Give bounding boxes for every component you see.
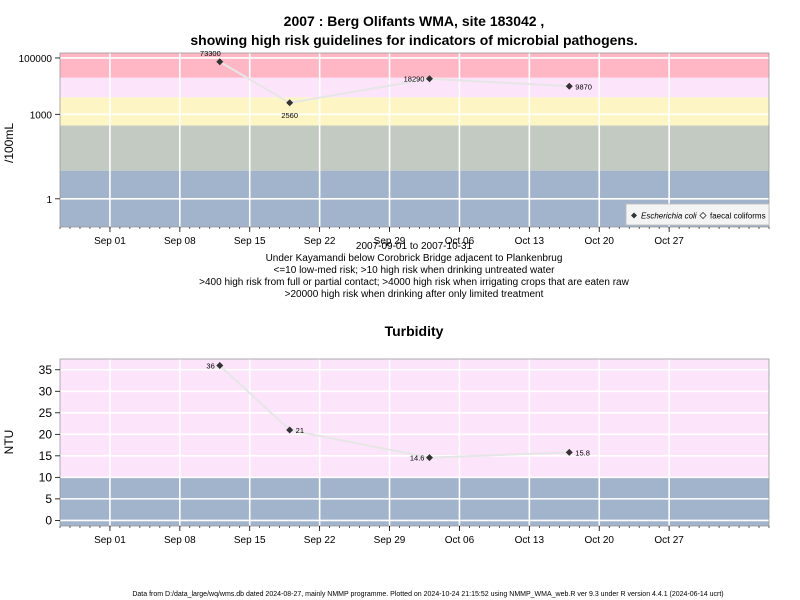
- risk-band-3: [60, 77, 769, 98]
- risk-band-0: [60, 477, 769, 526]
- x-tick-label-4: Sep 29: [374, 535, 406, 546]
- chart-annotations: 2007-09-01 to 2007-10-31 Under Kayamandi…: [199, 241, 629, 300]
- y-tick-label-1: 1000: [30, 110, 53, 121]
- series-line-0: [219, 60, 570, 104]
- x-tick-label-4: Sep 29: [374, 236, 406, 247]
- x-tick-label-2: Sep 15: [234, 535, 266, 546]
- x-tick-label-1: Sep 08: [164, 535, 196, 546]
- y-tick-label-2: 10: [39, 470, 53, 484]
- turbidity-plot-area: 0 5 10 15 20 25 30 35 Sep 01 Sep 08 Sep 15 Sep 22 Se…: [39, 358, 770, 546]
- chart-title-line-2: showing high risk guidelines for indicat…: [190, 32, 637, 48]
- footer-source-note: Data from D:/data_large/wq/wms.db dated …: [132, 591, 723, 598]
- data-label-1: 21: [296, 426, 304, 435]
- annotation-risk-contact: >400 high risk from full or partial cont…: [199, 277, 629, 288]
- plot-frame: [59, 52, 770, 228]
- y-tick-label-1: 5: [45, 492, 52, 506]
- y-tick-label-2: 100000: [19, 54, 53, 65]
- legend-label-faecal-coliforms: faecal coliforms: [710, 212, 766, 221]
- data-point-2: [425, 454, 433, 462]
- legend-marker-faecal-coliforms: [699, 211, 707, 220]
- x-tick-label-8: Oct 27: [654, 236, 684, 247]
- legend-label-ecoli: Escherichia coli: [641, 212, 697, 221]
- x-tick-label-3: Sep 22: [304, 535, 336, 546]
- y-tick-label-3: 15: [39, 449, 53, 463]
- x-tick-label-6: Oct 13: [515, 535, 545, 546]
- chart-title-line-1: 2007 : Berg Olifants WMA, site 183042 ,: [284, 13, 545, 29]
- data-point-1: [286, 426, 294, 434]
- data-label-0: 73300: [200, 49, 221, 58]
- x-tick-label-3: Sep 22: [304, 236, 336, 247]
- y-tick-label-5: 25: [39, 406, 53, 420]
- data-point-0: [216, 58, 224, 66]
- x-tick-label-7: Oct 20: [585, 236, 615, 247]
- microbial-plot-area: 1 1000 100000 Sep 01 Sep 08 Sep 15 Sep 22 Sep 2…: [19, 49, 770, 247]
- chart-title: Turbidity: [385, 323, 444, 339]
- data-point-3: [565, 82, 573, 90]
- data-point-2: [425, 75, 433, 83]
- y-tick-label-0: 1: [46, 195, 52, 206]
- legend: Escherichia coli faecal coliforms: [625, 203, 770, 226]
- data-point-1: [286, 99, 294, 107]
- data-label-2: 14.6: [410, 454, 425, 463]
- risk-band-1: [60, 125, 769, 171]
- annotation-site-location: Under Kayamandi below Corobrick Bridge a…: [266, 253, 563, 264]
- data-point-3: [565, 448, 573, 456]
- data-label-2: 18290: [404, 75, 425, 84]
- data-label-3: 15.8: [575, 448, 590, 457]
- x-tick-label-0: Sep 01: [94, 236, 126, 247]
- x-tick-label-0: Sep 01: [94, 535, 126, 546]
- data-label-1: 2560: [281, 111, 298, 120]
- x-tick-label-2: Sep 15: [234, 236, 266, 247]
- x-tick-label-1: Sep 08: [164, 236, 196, 247]
- risk-band-2: [60, 97, 769, 126]
- y-tick-label-4: 20: [39, 427, 53, 441]
- data-point-0: [216, 361, 224, 369]
- x-tick-label-8: Oct 27: [654, 535, 684, 546]
- x-tick-label-7: Oct 20: [585, 535, 615, 546]
- y-tick-label-6: 30: [39, 384, 53, 398]
- annotation-date-range: 2007-09-01 to 2007-10-31: [356, 241, 473, 252]
- x-tick-label-6: Oct 13: [515, 236, 545, 247]
- annotation-risk-limited-treatment: >20000 high risk when drinking after onl…: [285, 289, 544, 300]
- plot-frame: [59, 358, 770, 527]
- y-tick-label-0: 0: [45, 513, 52, 527]
- series-line-0: [219, 364, 570, 459]
- annotation-risk-drinking: <=10 low-med risk; >10 high risk when dr…: [274, 265, 556, 276]
- y-axis-label: /100mL: [2, 123, 16, 163]
- data-label-3: 9870: [575, 82, 592, 91]
- x-tick-label-5: Oct 06: [445, 535, 475, 546]
- microbial-panel: 2007 : Berg Olifants WMA, site 183042 , …: [2, 13, 770, 300]
- turbidity-panel: Turbidity 0 5 10 15 20 25 30 35 Sep 01 Sep 08 Sep …: [2, 323, 770, 546]
- y-tick-label-7: 35: [39, 363, 53, 377]
- legend-box: [625, 203, 770, 226]
- legend-marker-ecoli: [631, 212, 637, 219]
- x-tick-label-5: Oct 06: [445, 236, 475, 247]
- y-axis-label: NTU: [2, 430, 16, 455]
- risk-band-1: [60, 359, 769, 478]
- risk-band-4: [60, 53, 769, 78]
- data-label-0: 36: [206, 361, 214, 370]
